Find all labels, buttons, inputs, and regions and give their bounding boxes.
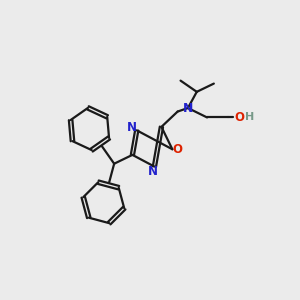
Text: O: O — [173, 143, 183, 156]
Text: N: N — [183, 101, 193, 115]
Text: N: N — [126, 122, 136, 134]
Text: O: O — [234, 111, 244, 124]
Text: H: H — [245, 112, 255, 122]
Text: N: N — [148, 165, 158, 178]
